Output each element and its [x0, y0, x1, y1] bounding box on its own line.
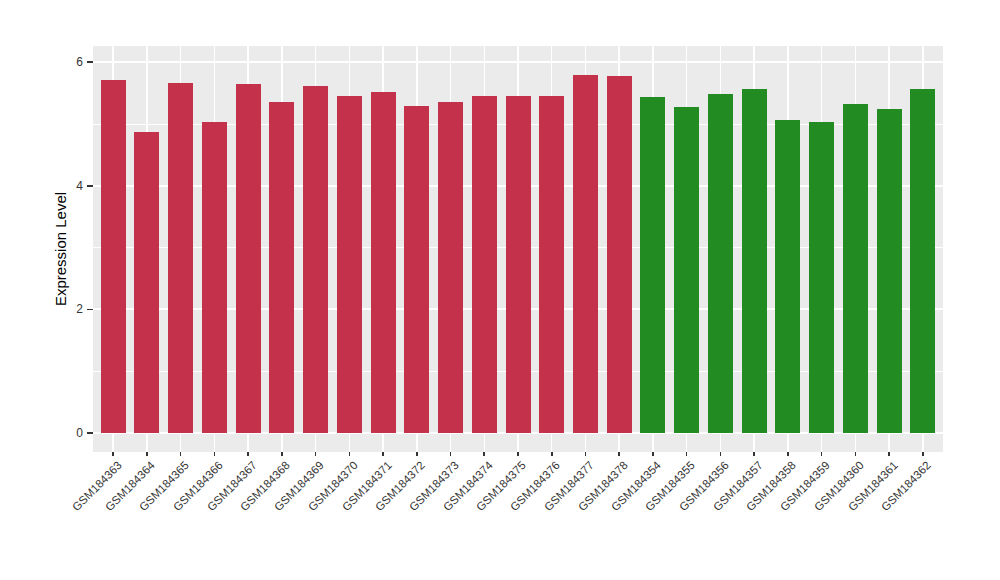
x-tick-mark-GSM184374 — [483, 452, 485, 456]
x-tick-mark-GSM184358 — [787, 452, 789, 456]
y-tick-mark-0 — [87, 432, 93, 434]
x-tick-mark-GSM184357 — [753, 452, 755, 456]
x-tick-mark-GSM184372 — [416, 452, 418, 456]
x-tick-mark-GSM184377 — [585, 452, 587, 456]
bar-GSM184364 — [134, 132, 159, 433]
x-tick-mark-GSM184369 — [315, 452, 317, 456]
bar-GSM184375 — [506, 96, 531, 433]
x-tick-mark-GSM184373 — [450, 452, 452, 456]
bar-GSM184367 — [236, 84, 261, 433]
expression-bar-chart: Expression Level 0 2 4 6 GSM184363GSM184364… — [0, 0, 1000, 580]
bar-GSM184368 — [269, 102, 294, 433]
bar-GSM184366 — [202, 122, 227, 433]
y-axis-title: Expression Level — [52, 192, 69, 306]
y-tick-label-4: 4 — [0, 179, 83, 193]
x-tick-mark-GSM184363 — [112, 452, 114, 456]
x-tick-mark-GSM184378 — [618, 452, 620, 456]
x-tick-mark-GSM184376 — [551, 452, 553, 456]
bar-GSM184370 — [337, 96, 362, 433]
x-tick-mark-GSM184360 — [855, 452, 857, 456]
x-tick-mark-GSM184354 — [652, 452, 654, 456]
x-tick-mark-GSM184362 — [922, 452, 924, 456]
bar-GSM184360 — [843, 104, 868, 433]
bar-GSM184359 — [809, 122, 834, 433]
x-tick-mark-GSM184370 — [349, 452, 351, 456]
y-tick-label-2: 2 — [0, 302, 83, 316]
bar-GSM184365 — [168, 83, 193, 433]
bar-GSM184358 — [775, 120, 800, 433]
bar-GSM184363 — [101, 80, 126, 433]
x-axis-labels: GSM184363GSM184364GSM184365GSM184366GSM1… — [93, 459, 943, 529]
x-tick-mark-GSM184364 — [146, 452, 148, 456]
y-tick-mark-4 — [87, 185, 93, 187]
bar-GSM184357 — [742, 89, 767, 433]
bar-GSM184372 — [404, 106, 429, 433]
bar-GSM184362 — [910, 89, 935, 433]
y-tick-mark-2 — [87, 309, 93, 311]
x-tick-mark-GSM184361 — [888, 452, 890, 456]
x-tick-mark-GSM184359 — [821, 452, 823, 456]
x-tick-mark-GSM184366 — [214, 452, 216, 456]
x-tick-mark-GSM184375 — [517, 452, 519, 456]
y-tick-label-6: 6 — [0, 55, 83, 69]
x-tick-mark-GSM184356 — [720, 452, 722, 456]
x-tick-mark-GSM184371 — [382, 452, 384, 456]
plot-panel — [93, 46, 943, 452]
x-tick-mark-GSM184367 — [247, 452, 249, 456]
x-tick-mark-GSM184355 — [686, 452, 688, 456]
bar-GSM184371 — [371, 92, 396, 433]
x-tick-mark-GSM184365 — [180, 452, 182, 456]
bar-GSM184378 — [607, 76, 632, 433]
bar-GSM184355 — [674, 107, 699, 433]
y-tick-mark-6 — [87, 61, 93, 63]
bar-GSM184356 — [708, 94, 733, 433]
y-tick-label-0: 0 — [0, 426, 83, 440]
bar-GSM184361 — [877, 109, 902, 433]
bar-GSM184354 — [640, 97, 665, 433]
bar-GSM184369 — [303, 86, 328, 433]
bar-GSM184376 — [539, 96, 564, 433]
bar-GSM184377 — [573, 75, 598, 433]
bar-GSM184373 — [438, 102, 463, 433]
bar-GSM184374 — [472, 96, 497, 433]
x-tick-mark-GSM184368 — [281, 452, 283, 456]
